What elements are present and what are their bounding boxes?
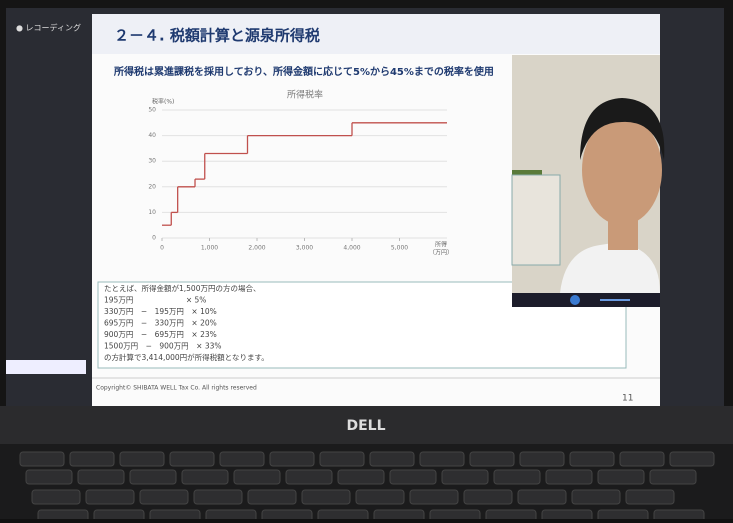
neck — [608, 220, 638, 250]
key — [86, 490, 134, 504]
y-tick-label: 40 — [148, 132, 156, 139]
example-line: 1500万円 − 900万円 × 33% — [104, 342, 222, 351]
key — [262, 510, 312, 519]
x-tick-label: 1,000 — [201, 245, 218, 252]
key — [356, 490, 404, 504]
key — [38, 510, 88, 519]
x-tick-label: 4,000 — [343, 245, 360, 252]
key — [150, 510, 200, 519]
key — [520, 452, 564, 466]
key — [94, 510, 144, 519]
y-tick-label: 20 — [148, 183, 156, 190]
key — [248, 490, 296, 504]
key — [234, 470, 280, 484]
key — [542, 510, 592, 519]
page-number: 11 — [622, 394, 633, 404]
example-line: たとえば、所得金額が1,500万円の方の場合、 — [104, 283, 260, 293]
copyright: Copyright© SHIBATA WELL Tax Co. All righ… — [96, 385, 257, 392]
slide-title: ２－４. 税額計算と源泉所得税 — [114, 27, 320, 45]
video-controls — [512, 293, 660, 307]
example-line: 195万円 × 5% — [104, 296, 206, 305]
key — [170, 452, 214, 466]
slide-subtitle: 所得税は累進課税を採用しており、所得金額に応じて5%から45%までの税率を使用 — [113, 65, 494, 78]
brand-logo: DELL — [346, 418, 385, 434]
x-tick-label: 5,000 — [391, 245, 408, 252]
key — [572, 490, 620, 504]
key — [320, 452, 364, 466]
y-tick-label: 30 — [148, 158, 156, 165]
example-line: の方計算で3,414,000円が所得税額となります。 — [104, 352, 269, 362]
key — [206, 510, 256, 519]
key — [598, 470, 644, 484]
key — [370, 452, 414, 466]
x-tick-label: 3,000 — [296, 245, 313, 252]
recording-label: ● レコーディング — [16, 23, 81, 33]
key — [286, 470, 332, 484]
key — [302, 490, 350, 504]
example-line: 900万円 − 695万円 × 23% — [104, 330, 217, 339]
y-tick-label: 10 — [148, 209, 156, 216]
key — [32, 490, 80, 504]
key — [420, 452, 464, 466]
key — [20, 452, 64, 466]
key — [338, 470, 384, 484]
key — [654, 510, 704, 519]
key — [598, 510, 648, 519]
y-axis-label: 税率(%) — [152, 98, 174, 106]
key — [464, 490, 512, 504]
x-axis-label: （万円） — [429, 250, 453, 257]
key — [26, 470, 72, 484]
webcam — [512, 55, 664, 307]
key — [430, 510, 480, 519]
example-line: 695万円 − 330万円 × 20% — [104, 319, 217, 328]
body: ● レコーディング ２－４. 税額計算と源泉所得税 所得税は累進課税を採用してお… — [0, 0, 733, 519]
key — [486, 510, 536, 519]
x-tick-label: 2,000 — [248, 245, 265, 252]
key — [494, 470, 540, 484]
hidden-table — [512, 175, 560, 265]
x-axis-label: 所得 — [435, 241, 447, 249]
side-widget — [6, 360, 86, 374]
key — [318, 510, 368, 519]
key — [194, 490, 242, 504]
key — [140, 490, 188, 504]
y-tick-label: 50 — [148, 107, 156, 114]
key — [390, 470, 436, 484]
play-button[interactable] — [570, 295, 580, 305]
chart-title: 所得税率 — [287, 89, 323, 101]
x-tick-label: 0 — [160, 245, 164, 252]
key — [270, 452, 314, 466]
key — [410, 490, 458, 504]
key — [130, 470, 176, 484]
photo: ● レコーディング ２－４. 税額計算と源泉所得税 所得税は累進課税を採用してお… — [0, 0, 733, 519]
key — [78, 470, 124, 484]
key — [650, 470, 696, 484]
keyboard — [0, 444, 733, 519]
key — [374, 510, 424, 519]
page: Slide recording {"recording_label": "● レ… — [0, 0, 733, 519]
key — [518, 490, 566, 504]
y-tick-label: 0 — [152, 235, 156, 242]
key — [120, 452, 164, 466]
key — [570, 452, 614, 466]
example-line: 330万円 − 195万円 × 10% — [104, 307, 217, 316]
key — [442, 470, 488, 484]
key — [670, 452, 714, 466]
key — [220, 452, 264, 466]
key — [182, 470, 228, 484]
key — [470, 452, 514, 466]
key — [626, 490, 674, 504]
key — [620, 452, 664, 466]
key — [546, 470, 592, 484]
key — [70, 452, 114, 466]
